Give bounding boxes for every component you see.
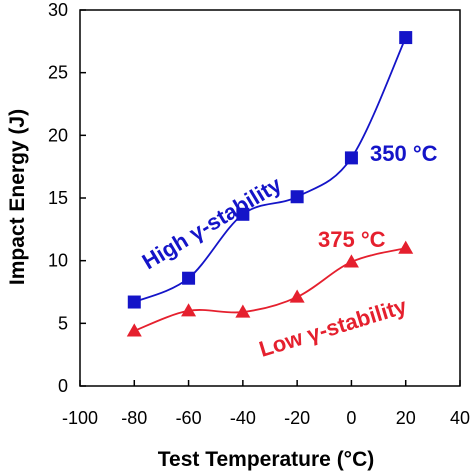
y-tick-label: 10	[48, 251, 68, 271]
x-tick-label: -40	[230, 408, 256, 428]
series-line	[133, 37, 407, 303]
x-tick-label: 20	[396, 408, 416, 428]
x-axis-title: Test Temperature (°C)	[158, 448, 375, 471]
x-tick-label: -20	[284, 408, 310, 428]
data-point-square	[182, 271, 196, 285]
x-tick-label: -100	[62, 408, 98, 428]
axis-ticks: -100 -80 -60 -40 -20 0 20 40 0 5 10 15 20 25 30	[48, 0, 470, 428]
series-blue	[127, 31, 413, 309]
data-point-square	[236, 207, 250, 221]
y-tick-label: 15	[48, 188, 68, 208]
series-layer	[126, 31, 414, 337]
data-point-square	[127, 295, 141, 309]
y-tick-label: 5	[58, 313, 68, 333]
data-point-triangle	[398, 240, 414, 254]
x-tick-label: 40	[450, 408, 470, 428]
data-point-square	[344, 151, 358, 165]
annotation-high-stability: High γ-stability	[138, 171, 287, 274]
data-point-triangle	[235, 304, 251, 318]
y-axis-title: Impact Energy (J)	[6, 109, 29, 285]
annotation-350c: 350 °C	[370, 141, 438, 166]
x-tick-label: 0	[346, 408, 356, 428]
data-point-square	[399, 31, 413, 45]
y-tick-label: 0	[58, 376, 68, 396]
x-tick-label: -80	[121, 408, 147, 428]
x-tick-label: -60	[176, 408, 202, 428]
data-point-triangle	[343, 254, 359, 268]
data-point-triangle	[181, 303, 197, 317]
series-red	[126, 240, 414, 337]
y-tick-label: 25	[48, 63, 68, 83]
data-point-square	[290, 190, 304, 204]
data-point-triangle	[126, 323, 142, 337]
y-tick-label: 30	[48, 0, 68, 20]
annotation-375c: 375 °C	[318, 227, 386, 252]
y-tick-label: 20	[48, 125, 68, 145]
data-point-triangle	[289, 289, 305, 303]
